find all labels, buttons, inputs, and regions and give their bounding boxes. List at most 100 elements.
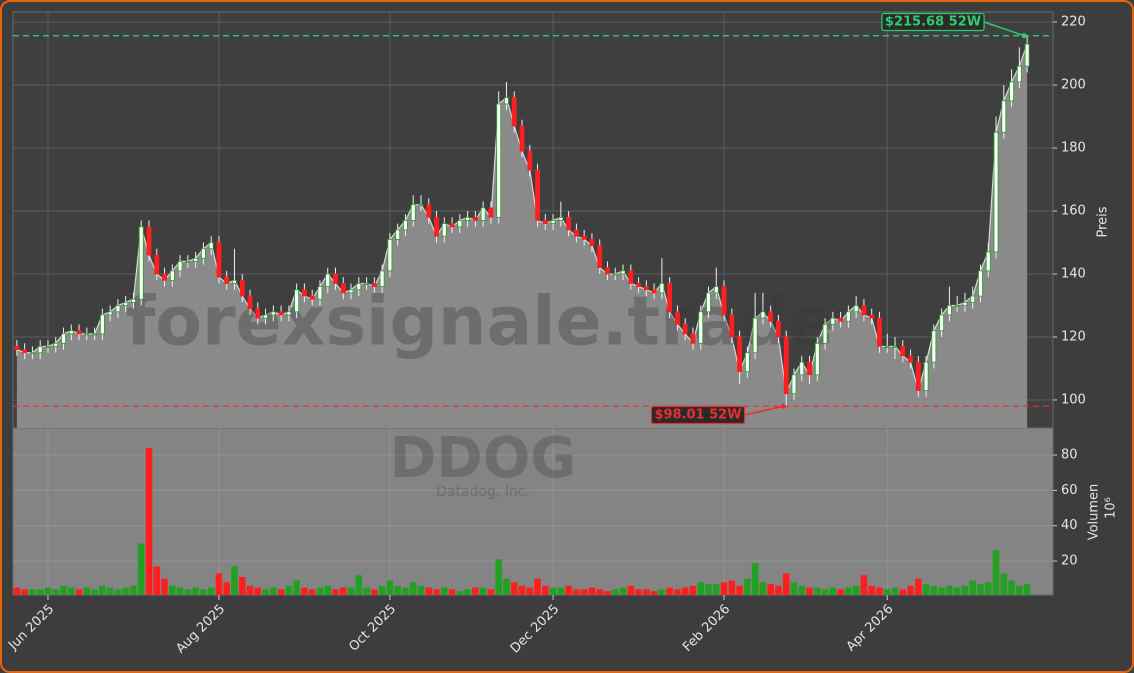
candle-body [636,283,641,288]
annotation-arrow [983,21,1025,37]
candle-body [550,220,556,225]
volume-bar [736,585,743,595]
volume-bar [433,589,440,595]
volume-bar [394,585,401,595]
candle-body [939,314,945,332]
candle-body [527,150,533,171]
y-tick-label: 80 [1061,448,1078,463]
y-tick-label: 160 [1061,204,1086,219]
volume-bar [91,589,98,595]
candle-body [403,220,408,231]
candle-body [970,295,976,303]
candle-body [776,320,781,338]
candle-body [620,270,626,275]
candle-body [566,216,572,231]
candle-body [869,314,875,319]
candle-body [68,330,74,335]
y-tick-label: 200 [1061,78,1086,93]
candle-body [807,361,812,376]
volume-bar [308,589,316,595]
volume-bar [21,589,28,595]
annotation-label: $215.68 52W [885,15,981,30]
candle-body [418,204,424,207]
candle-body [107,311,113,316]
annotation-arrow-head [780,403,786,409]
volume-bar [83,587,91,595]
candle-body [511,97,517,127]
candle-body [457,220,463,228]
candle-body [643,286,649,291]
watermark: forexsignale.trade [126,283,835,362]
y-tick-label: 20 [1061,554,1078,569]
volume-bar [293,580,300,595]
volume-bar [829,587,837,595]
candle-body [845,311,851,322]
volume-bar [363,587,370,595]
volume-bar [883,589,891,595]
candle-body [542,220,548,225]
candle-body [92,333,97,336]
candle-body [387,238,393,272]
volume-bar [837,589,844,595]
candle-body [434,216,439,237]
ticker-watermark: DDOG [390,426,577,491]
volume-bar [254,587,262,595]
volume-bar [60,585,67,595]
candle-body [496,103,502,218]
volume-bar [526,587,534,595]
volume-bar [487,589,495,595]
candle-body [294,289,300,313]
candle-body [729,314,735,338]
candle-body [177,261,183,272]
volume-bar [697,582,704,595]
candle-body [931,330,937,363]
candle-body [814,342,820,376]
candle-body [410,204,416,221]
candle-body [877,317,882,347]
volume-bar [751,562,759,595]
volume-bar [798,585,806,595]
candle-body [783,336,789,395]
volume-bar [1023,584,1031,595]
candle-body [146,226,152,256]
volume-bar [549,587,557,595]
candle-body [853,305,859,313]
candle-body [822,323,828,344]
candle-body [799,361,805,376]
candle-body [1024,43,1030,67]
volume-bar [378,585,386,595]
volume-bar [402,587,409,595]
volume-bar [611,589,619,595]
volume-bar [969,580,976,595]
candle-body [713,286,719,294]
volume-bar [301,587,308,595]
volume-bar [619,587,627,595]
candle-body [154,254,160,275]
volume-bar [510,582,518,595]
volume-bar [114,589,122,595]
candle-body [14,346,20,350]
y-tick-label: 180 [1061,141,1086,156]
candle-body [1009,81,1014,102]
candle-body [76,330,82,335]
candle-body [325,273,331,288]
volume-bar [868,585,875,595]
candle-body [379,270,385,288]
volume-bar [417,585,425,595]
candle-body [123,301,129,306]
candle-body [309,295,315,300]
volume-bar [759,582,767,595]
volume-bar [713,584,720,595]
candle-body [838,317,844,322]
candle-body [535,169,540,221]
candle-body [962,301,968,306]
volume-bar [52,589,60,595]
volume-axis-label: Volumen [1087,484,1102,541]
candle-body [954,305,960,307]
candle-body [675,311,680,325]
candle-body [185,261,191,263]
volume-bar [580,589,588,595]
candle-body [659,283,665,294]
annotation-label: $98.01 52W [654,408,741,423]
candle-body [200,248,206,259]
